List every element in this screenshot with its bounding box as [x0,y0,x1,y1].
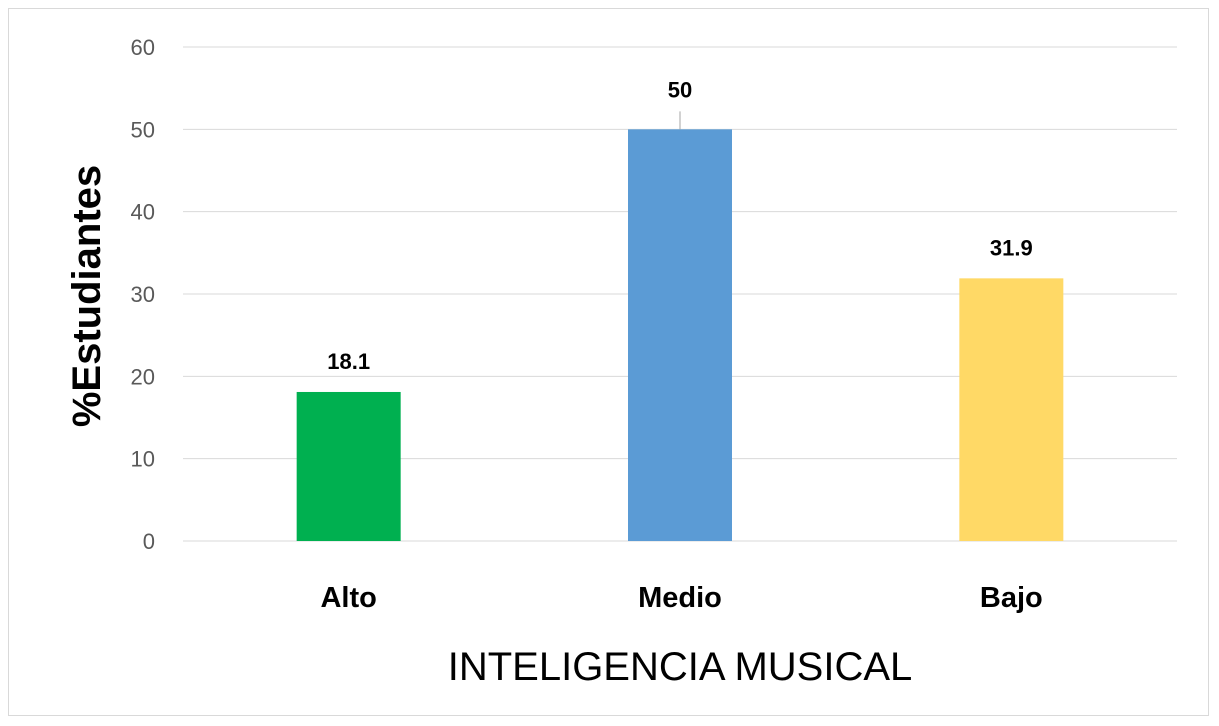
data-label-medio: 50 [668,77,692,102]
x-tick-label-bajo: Bajo [980,582,1043,614]
y-axis-title: %Estudiantes [65,165,109,427]
data-label-bajo: 31.9 [990,235,1033,260]
y-tick-label: 60 [131,35,155,60]
y-tick-label: 10 [131,447,155,472]
y-tick-label: 30 [131,282,155,307]
x-tick-label-alto: Alto [320,582,376,614]
bar-medio [628,129,732,542]
data-label-alto: 18.1 [327,349,370,374]
y-tick-label: 40 [131,200,155,225]
y-tick-label: 20 [131,364,155,389]
data-labels: 18.1 50 31.9 [327,77,1032,374]
bars [296,129,1064,542]
x-axis-title: INTELIGENCIA MUSICAL [448,645,913,689]
x-axis-categories: Alto Medio Bajo [320,582,1042,614]
x-tick-label-medio: Medio [638,582,722,614]
bar-bajo [959,278,1064,541]
y-tick-label: 50 [131,117,155,142]
bar-alto [296,391,401,541]
y-axis-ticks: 0 10 20 30 40 50 60 [131,35,155,554]
y-tick-label: 0 [143,529,155,554]
